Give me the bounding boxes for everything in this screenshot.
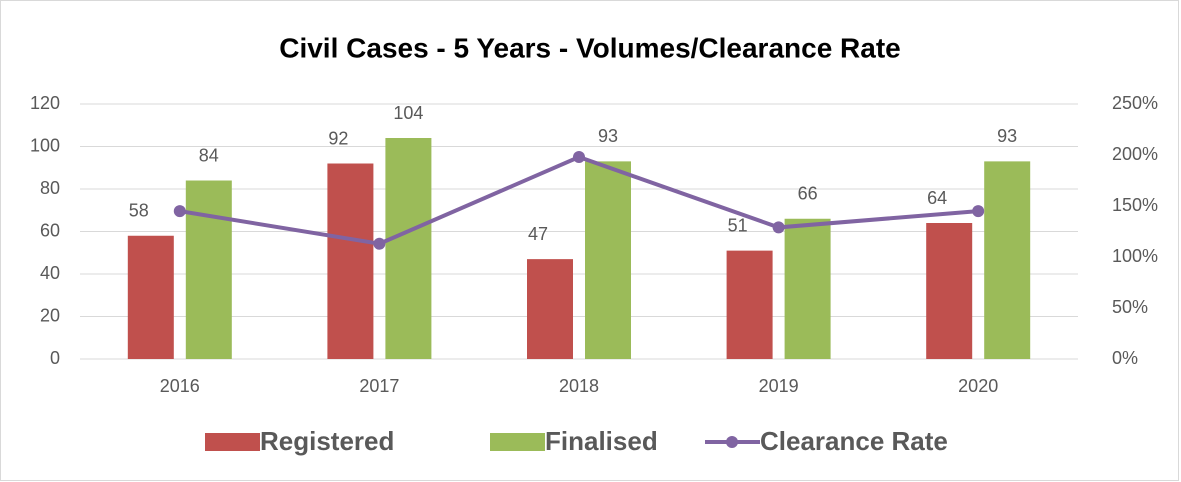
legend-swatch bbox=[490, 433, 545, 451]
legend: Finalised bbox=[545, 426, 658, 456]
line-marker bbox=[173, 205, 186, 218]
data-label: 47 bbox=[528, 224, 548, 244]
y-tick-label: 60 bbox=[40, 220, 60, 240]
bar bbox=[527, 259, 573, 359]
data-label: 92 bbox=[328, 128, 348, 148]
bar bbox=[327, 163, 374, 359]
y2-tick-label: 50% bbox=[1112, 297, 1148, 317]
x-tick-label: 2018 bbox=[559, 376, 599, 396]
data-label: 93 bbox=[598, 126, 618, 146]
data-label: 58 bbox=[129, 201, 149, 221]
bar bbox=[127, 235, 174, 359]
data-label: 93 bbox=[997, 126, 1017, 146]
y2-tick-label: 200% bbox=[1112, 144, 1158, 164]
y2-tick-label: 250% bbox=[1112, 93, 1158, 113]
bar bbox=[585, 161, 631, 359]
y-tick-label: 20 bbox=[40, 305, 60, 325]
bar bbox=[926, 223, 973, 359]
legend-swatch bbox=[205, 433, 260, 451]
data-label: 84 bbox=[199, 145, 219, 165]
legend-swatch bbox=[726, 436, 738, 448]
bar bbox=[784, 218, 831, 359]
bar bbox=[984, 161, 1031, 359]
y-tick-label: 40 bbox=[40, 263, 60, 283]
bar bbox=[185, 180, 232, 359]
data-label: 104 bbox=[393, 103, 423, 123]
data-label: 66 bbox=[798, 184, 818, 204]
line-marker bbox=[972, 205, 985, 218]
bar bbox=[385, 138, 432, 359]
data-label: 51 bbox=[728, 215, 748, 235]
y-tick-label: 0 bbox=[50, 348, 60, 368]
y-tick-label: 120 bbox=[30, 93, 60, 113]
data-label: 64 bbox=[927, 188, 947, 208]
line-marker bbox=[772, 221, 785, 234]
y2-tick-label: 100% bbox=[1112, 246, 1158, 266]
legend: Clearance Rate bbox=[760, 426, 948, 456]
y2-tick-label: 0% bbox=[1112, 348, 1138, 368]
x-tick-label: 2019 bbox=[759, 376, 799, 396]
y-tick-label: 100 bbox=[30, 135, 60, 155]
chart-title: Civil Cases - 5 Years - Volumes/Clearanc… bbox=[279, 32, 901, 63]
y-tick-label: 80 bbox=[40, 178, 60, 198]
line-marker bbox=[373, 237, 386, 250]
x-tick-label: 2020 bbox=[958, 376, 998, 396]
x-tick-label: 2016 bbox=[160, 376, 200, 396]
y2-tick-label: 150% bbox=[1112, 195, 1158, 215]
x-tick-label: 2017 bbox=[359, 376, 399, 396]
line-marker bbox=[573, 151, 585, 164]
legend: Registered bbox=[260, 426, 394, 456]
bar bbox=[726, 250, 773, 359]
